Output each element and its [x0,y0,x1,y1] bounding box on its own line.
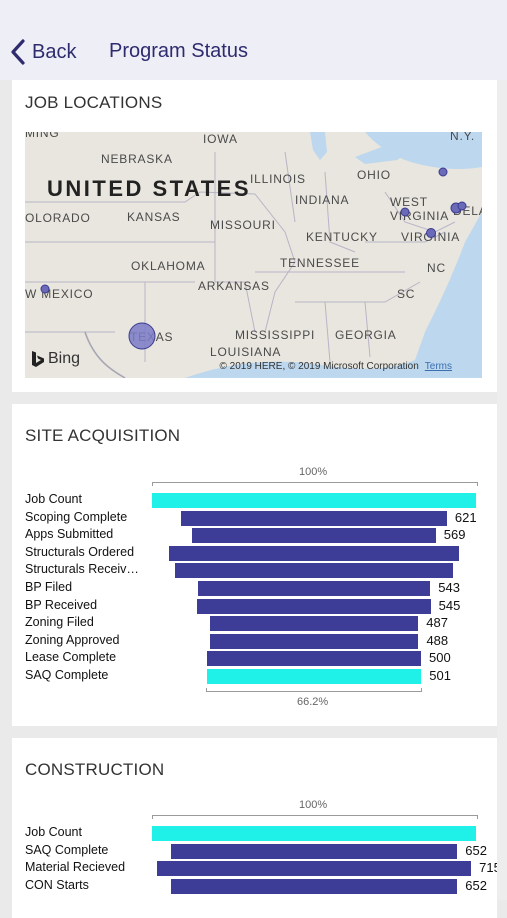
construction-title: CONSTRUCTION [25,760,165,779]
map-copyright-text: © 2019 HERE, © 2019 Microsoft Corporatio… [219,361,419,372]
funnel-value: 569 [443,527,466,543]
funnel-stage-label: Structurals Receiv… [25,562,139,577]
map-label-missouri: MISSOURI [210,218,276,232]
map-label-tennessee: TENNESSEE [280,256,360,270]
funnel-bar[interactable] [192,528,436,544]
funnel-stage-label: Job Count [25,825,82,839]
map-country-label: UNITED STATES [47,176,252,201]
funnel-bottom-percent: 66.2% [297,696,329,708]
funnel-value: 545 [438,597,461,613]
funnel-bottom-bracket [206,688,422,692]
funnel-bar[interactable] [209,616,419,632]
location-marker [128,322,156,350]
map-markers [40,167,467,350]
funnel-bar[interactable] [170,878,458,894]
construction-card: CONSTRUCTION 100% Job Count SAQ Complete 6… [12,738,501,918]
funnel-stage-label: SAQ Complete [25,668,109,682]
map-label-louisiana: LOUISIANA [210,345,282,359]
map-label-iowa: IOWA [203,132,238,146]
funnel-value: 543 [438,580,460,595]
map-label-sc: SC [397,287,416,301]
funnel-value: 715 [479,860,501,876]
funnel-bar[interactable] [197,581,431,596]
location-marker [457,201,467,211]
map-label-west: WEST [390,195,428,209]
funnel-stage-label: SAQ Complete [25,842,109,857]
map-label-indiana: INDIANA [295,193,350,207]
funnel-bar[interactable] [170,843,458,859]
map-label-illinois: ILLINOIS [250,172,306,186]
funnel-stage-label: Structurals Ordered [25,544,135,559]
map-label-colorado: OLORADO [25,211,91,225]
location-marker [40,284,50,294]
back-button[interactable]: Back [10,38,76,66]
map-label-georgia: GEORGIA [335,328,397,342]
map-label-kentucky: KENTUCKY [306,230,378,244]
funnel-bar[interactable] [169,545,459,561]
map-attribution: © 2019 HERE, © 2019 Microsoft Corporatio… [219,361,452,372]
funnel-value: 621 [454,509,477,525]
app-header: Back Program Status [0,0,507,80]
location-marker [426,228,436,238]
bing-icon [32,351,44,367]
funnel-bar[interactable] [197,598,431,614]
funnel-bar[interactable] [175,563,453,579]
funnel-value: 487 [426,615,448,631]
funnel-bar[interactable] [152,826,476,841]
site-acquisition-card: SITE ACQUISITION 100% 66.2% Job Count Sco… [12,404,497,726]
map-label-kansas: KANSAS [127,210,181,224]
back-label: Back [32,40,77,63]
map-label-nebraska: NEBRASKA [101,152,173,166]
bing-label: Bing [48,350,81,367]
funnel-stage-label: Lease Complete [25,650,117,665]
funnel-stage-label: Job Count [25,492,82,506]
funnel-value: 488 [426,632,449,648]
funnel-bar[interactable] [156,861,472,877]
map-label-oklahoma: OKLAHOMA [131,259,206,273]
funnel-bar[interactable] [206,651,422,667]
funnel-top-bracket [152,815,478,819]
funnel-bar[interactable] [209,633,419,649]
funnel-stage-label: Zoning Filed [25,615,94,630]
map-label-ny: N.Y. [450,132,475,143]
funnel-top-percent: 100% [299,466,328,478]
map-label-ming: MING [25,132,60,140]
job-locations-card: JOB LOCATIONS [12,80,497,392]
location-marker [438,167,448,177]
page-title: Program Status [109,40,248,62]
funnel-value: 501 [429,668,451,683]
job-locations-title: JOB LOCATIONS [25,93,163,112]
funnel-stage-label: Zoning Approved [25,632,120,647]
funnel-stage-label: Material Recieved [25,860,126,875]
funnel-stage-label: Scoping Complete [25,509,128,524]
terms-link[interactable]: Terms [424,361,452,372]
funnel-top-bracket [152,482,478,486]
site-acquisition-title: SITE ACQUISITION [25,426,181,445]
map-label-nc: NC [427,261,446,275]
funnel-stage-label: BP Received [25,597,98,612]
funnel-value: 652 [465,877,487,893]
funnel-bar[interactable] [181,510,447,526]
scroll-edge [497,80,507,900]
map-label-arkansas: ARKANSAS [198,279,270,293]
job-locations-map[interactable]: MING NEBRASKA IOWA ILLINOIS OHIO N.Y. UN… [25,132,482,378]
funnel-stage-label: BP Filed [25,580,73,594]
funnel-bar[interactable] [152,493,476,508]
funnel-bar[interactable] [206,669,422,684]
funnel-value: 652 [465,842,487,858]
map-label-mississippi: MISSISSIPPI [235,328,316,342]
location-marker [400,207,410,217]
bing-logo: Bing [31,350,80,368]
map-label-ohio: OHIO [357,168,391,182]
funnel-value: 500 [429,650,451,666]
funnel-stage-label: CON Starts [25,877,89,892]
map-background [25,132,482,378]
funnel-stage-label: Apps Submitted [25,527,114,542]
funnel-top-percent: 100% [299,799,328,811]
chevron-left-icon [10,39,26,65]
